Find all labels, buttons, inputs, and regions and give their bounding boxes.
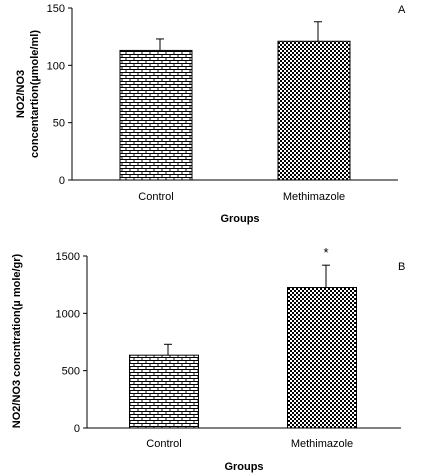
panel-b-xlabel: Groups (224, 461, 263, 473)
panel-b-ytick-label: 500 (62, 366, 80, 378)
panel-a-ytick-label: 0 (59, 175, 65, 187)
panel-a-xtick-methimazole: Methimazole (283, 191, 345, 203)
panel-b-bar-methimazole (287, 287, 357, 429)
panel-a-bars (119, 21, 351, 181)
panel-b-xtick-methimazole: Methimazole (291, 438, 353, 450)
panel-a-ytick-label: 150 (47, 3, 65, 15)
panel-b-ytick-label: 1000 (56, 308, 80, 320)
panel-a-bar-control (119, 49, 193, 181)
panel-b-y-ticks: 0 500 1000 1500 (56, 251, 87, 435)
panel-a-y-ticks: 0 50 100 150 (47, 3, 72, 187)
panel-a-xlabel: Groups (220, 213, 259, 225)
panel-a-bar-methimazole (277, 40, 351, 181)
panel-a-label: A (398, 4, 406, 16)
panel-b-bar-control (129, 354, 199, 429)
panel-b-ytick-label: 1500 (56, 251, 80, 263)
chart-panel-b: B NO2/NO3 concntration(µ mole/gr) 0 500 10… (11, 245, 405, 473)
panel-b-label: B (398, 261, 405, 273)
panel-b-ylabel: NO2/NO3 concntration(µ mole/gr) (11, 253, 23, 428)
panel-a-ytick-label: 100 (47, 60, 65, 72)
panel-b-bars: * (129, 245, 357, 429)
panel-a-ylabel: NO2/NO3 concentartion(µmole/ml) (15, 30, 41, 158)
panel-a-xtick-control: Control (138, 191, 173, 203)
panel-a-ytick-label: 50 (53, 118, 65, 130)
panel-b-significance-marker: * (323, 245, 328, 260)
panel-a-ylabel-line-1: NO2/NO3 (15, 70, 27, 118)
panel-a-ylabel-line-2: concentartion(µmole/ml) (29, 30, 41, 158)
chart-panel-a: A NO2/NO3 concentartion(µmole/ml) 0 50 100… (15, 3, 406, 225)
panel-b-xtick-control: Control (146, 438, 181, 450)
panel-b-ytick-label: 0 (74, 423, 80, 435)
